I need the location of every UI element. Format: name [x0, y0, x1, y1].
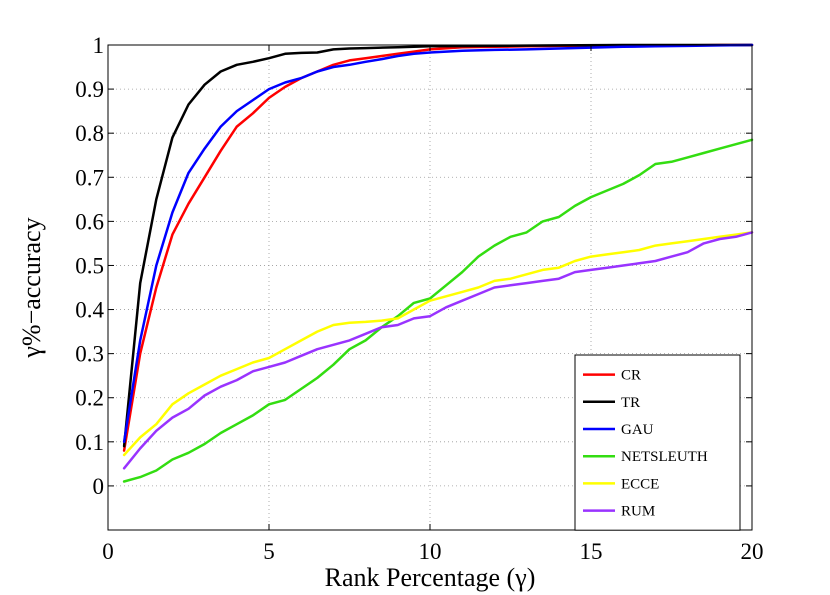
legend: CR TR GAU NETSLEUTH ECCE RUM — [574, 354, 741, 531]
y-tick-label: 0.4 — [75, 298, 104, 323]
legend-label-netsleuth: NETSLEUTH — [621, 449, 708, 465]
x-tick-label: 5 — [263, 539, 275, 564]
y-tick-label: 0.7 — [75, 165, 104, 190]
y-tick-label: 0.2 — [75, 386, 104, 411]
x-tick-label: 10 — [419, 539, 442, 564]
x-tick-label: 0 — [102, 539, 114, 564]
y-tick-label: 0.5 — [75, 253, 104, 278]
legend-label-tr: TR — [621, 395, 640, 411]
x-axis-label: Rank Percentage (γ) — [325, 563, 536, 592]
x-tick-label: 15 — [580, 539, 603, 564]
series-line-gau — [122, 43, 754, 444]
y-tick-label: 0.8 — [75, 121, 104, 146]
legend-label-gau: GAU — [621, 422, 654, 438]
series-line-rum — [122, 231, 754, 470]
tick-labels: 0 5 10 15 20 0 0.1 0.2 0.3 0.4 0.5 0.6 0.7 0.8 0.9 1 — [75, 33, 763, 564]
legend-label-cr: CR — [621, 368, 641, 384]
y-tick-label: 0.6 — [75, 209, 104, 234]
y-tick-label: 0.9 — [75, 77, 104, 102]
y-tick-label: 0.3 — [75, 342, 104, 367]
x-tick-label: 20 — [741, 539, 764, 564]
legend-box — [574, 354, 741, 531]
y-tick-label: 0.1 — [75, 430, 104, 455]
y-tick-label: 0 — [93, 474, 105, 499]
legend-label-rum: RUM — [621, 504, 655, 520]
axis-ticks — [107, 44, 753, 530]
y-axis-label: γ%−accuracy — [17, 217, 46, 358]
series-line-ecce — [122, 231, 754, 457]
series-line-tr — [122, 43, 754, 448]
y-tick-label: 1 — [93, 33, 105, 58]
series-line-netsleuth — [122, 138, 754, 483]
series-lines — [122, 43, 754, 483]
legend-label-ecce: ECCE — [621, 476, 659, 492]
